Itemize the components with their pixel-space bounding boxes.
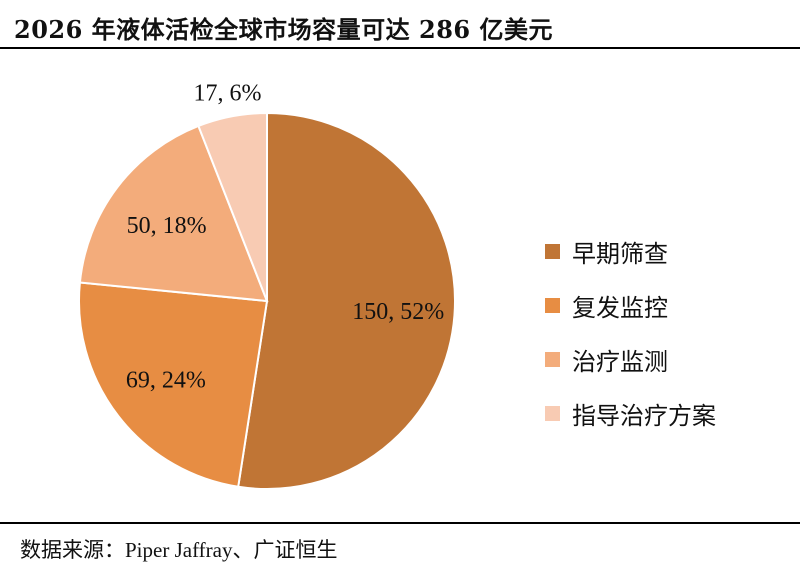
legend-swatch	[545, 243, 560, 259]
legend-swatch	[545, 405, 560, 421]
pie-data-label-1: 150, 52%	[352, 299, 444, 325]
legend-item-3: 治疗监测	[545, 332, 716, 386]
pie-slice-2	[78, 281, 269, 488]
legend-item-1: 早期筛查	[545, 224, 716, 278]
pie-slice-3	[78, 124, 269, 303]
pie-slice-4	[197, 111, 268, 302]
legend-item-4: 指导治疗方案	[545, 386, 716, 440]
source-rule	[0, 522, 800, 524]
legend-label: 复发监控	[572, 293, 668, 322]
pie-data-label-3: 50, 18%	[127, 213, 207, 239]
legend-label: 早期筛查	[572, 239, 668, 268]
pie-data-label-4: 17, 6%	[194, 80, 262, 106]
legend-label: 治疗监测	[572, 347, 668, 376]
legend-swatch	[545, 351, 560, 367]
chart-title: 2026 年液体活检全球市场容量可达 286 亿美元	[14, 15, 553, 44]
legend-swatch	[545, 297, 560, 313]
source-note: 数据来源：Piper Jaffray、广证恒生	[20, 538, 338, 562]
pie-chart: 150, 52% 69, 24% 50, 18% 17, 6%	[78, 80, 456, 490]
legend-label: 指导治疗方案	[572, 401, 716, 430]
title-rule	[0, 47, 800, 49]
legend-item-2: 复发监控	[545, 278, 716, 332]
pie-slice-1	[237, 111, 456, 490]
pie-data-label-2: 69, 24%	[126, 367, 206, 393]
chart-legend: 早期筛查复发监控治疗监测指导治疗方案	[545, 224, 716, 440]
